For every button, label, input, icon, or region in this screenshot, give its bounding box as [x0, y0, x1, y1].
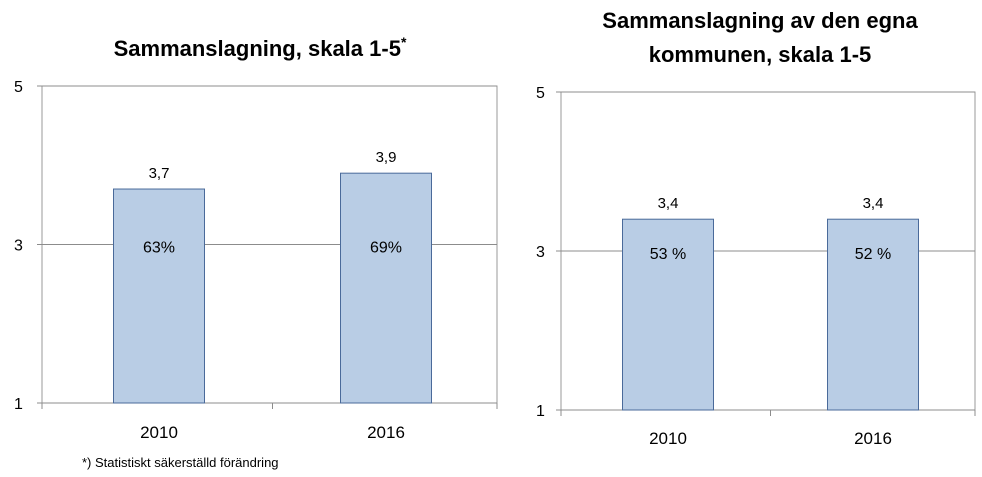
x-category-label: 2016	[854, 429, 892, 448]
bar-2010	[622, 218, 714, 411]
title-asterisk: *	[401, 34, 407, 50]
y-tick-label: 3	[14, 238, 23, 255]
y-tick-label: 5	[14, 79, 23, 96]
chart-title: Sammanslagning av den egna	[602, 8, 918, 33]
y-tick-label: 3	[536, 244, 545, 261]
y-tick-label: 5	[536, 85, 545, 102]
data-label: 3,4	[658, 195, 679, 212]
chart-title: Sammanslagning, skala 1-5*	[114, 34, 407, 61]
x-category-label: 2016	[367, 423, 405, 442]
bar-2010	[113, 188, 205, 404]
bar-share-label: 52 %	[855, 246, 891, 263]
data-label: 3,4	[863, 195, 884, 212]
x-category-label: 2010	[140, 423, 178, 442]
bar-share-label: 69%	[370, 240, 402, 257]
bar-2016	[340, 172, 432, 404]
bar-share-label: 63%	[143, 240, 175, 257]
bar-2016	[827, 218, 919, 411]
data-label: 3,9	[376, 149, 397, 166]
footnote: *) Statistiskt säkerställd förändring	[82, 455, 279, 470]
x-category-label: 2010	[649, 429, 687, 448]
data-label: 3,7	[149, 165, 170, 182]
y-tick-label: 1	[14, 396, 23, 413]
y-tick-label: 1	[536, 403, 545, 420]
chart-2: Sammanslagning av den egna kommunen, skal…	[536, 8, 976, 448]
bar-share-label: 53 %	[650, 246, 686, 263]
chart-title: kommunen, skala 1-5	[649, 42, 872, 67]
chart-1: Sammanslagning, skala 1-5* 1 3 5 3,7 63% 2010 3…	[14, 34, 498, 442]
